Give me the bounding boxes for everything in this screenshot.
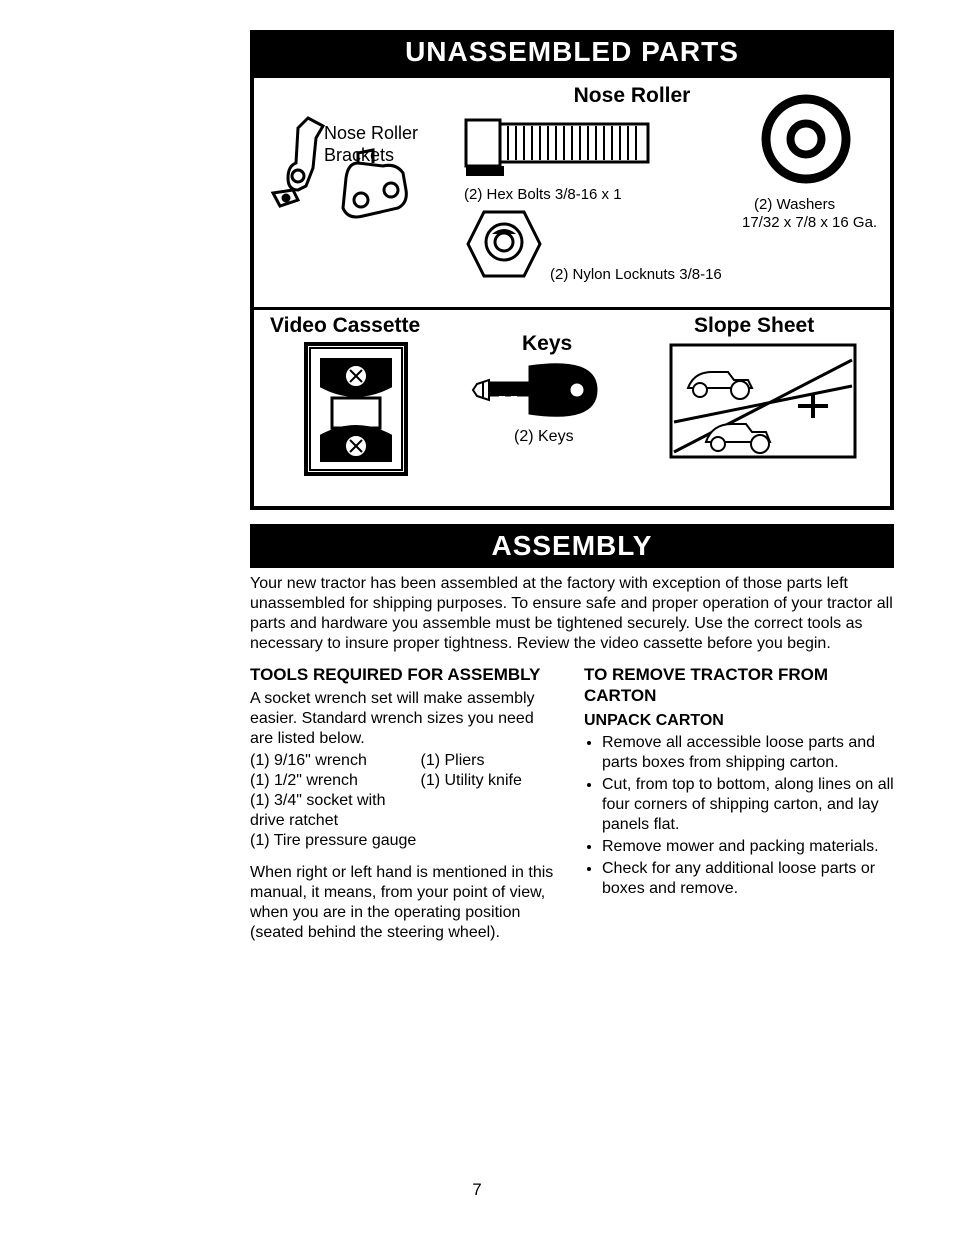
- keys-qty-label: (2) Keys: [514, 428, 574, 446]
- page-number: 7: [0, 1180, 954, 1200]
- page: UNASSEMBLED PARTS Nose Roller: [0, 0, 954, 1240]
- nose-roller-section: Nose Roller Nose Roller Brackets: [254, 78, 890, 310]
- tool-2: (1) 1/2" wrench: [250, 771, 421, 791]
- washers-label-2: 17/32 x 7/8 x 16 Ga.: [742, 214, 877, 231]
- unpack-b4: Check for any additional loose parts or …: [602, 859, 894, 899]
- tool-1: (1) 9/16" wrench: [250, 751, 421, 771]
- key-icon: [469, 360, 599, 420]
- hand-note: When right or left hand is mentioned in …: [250, 863, 560, 943]
- slope-sheet-title: Slope Sheet: [694, 314, 814, 338]
- tool-3: (1) 3/4" socket with drive ratchet: [250, 791, 431, 831]
- hex-bolts-label: (2) Hex Bolts 3/8-16 x 1: [464, 186, 622, 203]
- tool-4: (1) Tire pressure gauge: [250, 831, 421, 851]
- assembly-columns: TOOLS REQUIRED FOR ASSEMBLY A socket wre…: [250, 664, 894, 943]
- video-cassette-icon: [302, 340, 417, 480]
- locknut-icon: [464, 208, 544, 280]
- tools-heading: TOOLS REQUIRED FOR ASSEMBLY: [250, 664, 560, 685]
- washers-label-1: (2) Washers: [754, 196, 835, 213]
- tool-5: (1) Pliers: [421, 751, 485, 771]
- unpack-subheading: UNPACK CARTON: [584, 711, 894, 731]
- tools-column: TOOLS REQUIRED FOR ASSEMBLY A socket wre…: [250, 664, 560, 943]
- tool-6: (1) Utility knife: [421, 771, 522, 791]
- brackets-label: Nose Roller Brackets: [324, 123, 418, 166]
- tools-list: (1) 9/16" wrench (1) Pliers (1) 1/2" wre…: [250, 751, 560, 851]
- remove-heading: TO REMOVE TRACTOR FROM CARTON: [584, 664, 894, 707]
- remove-column: TO REMOVE TRACTOR FROM CARTON UNPACK CAR…: [584, 664, 894, 943]
- washer-icon: [759, 94, 854, 184]
- tools-intro: A socket wrench set will make assembly e…: [250, 689, 560, 749]
- keys-title: Keys: [522, 332, 572, 356]
- parts-diagram-box: Nose Roller Nose Roller Brackets: [250, 74, 894, 510]
- unpack-list: Remove all accessible loose parts and pa…: [584, 733, 894, 899]
- slope-sheet-icon: [668, 342, 858, 462]
- unpack-b2: Cut, from top to bottom, along lines on …: [602, 775, 894, 835]
- video-cassette-title: Video Cassette: [270, 314, 420, 338]
- unpack-b3: Remove mower and packing materials.: [602, 837, 894, 857]
- hex-bolt-icon: [464, 108, 654, 183]
- assembly-intro: Your new tractor has been assembled at t…: [250, 574, 894, 654]
- locknuts-label: (2) Nylon Locknuts 3/8-16: [550, 266, 722, 283]
- unpack-b1: Remove all accessible loose parts and pa…: [602, 733, 894, 773]
- assembly-banner: ASSEMBLY: [250, 524, 894, 568]
- unassembled-parts-banner: UNASSEMBLED PARTS: [250, 30, 894, 74]
- parts-bottom-row: Video Cassette: [254, 310, 890, 506]
